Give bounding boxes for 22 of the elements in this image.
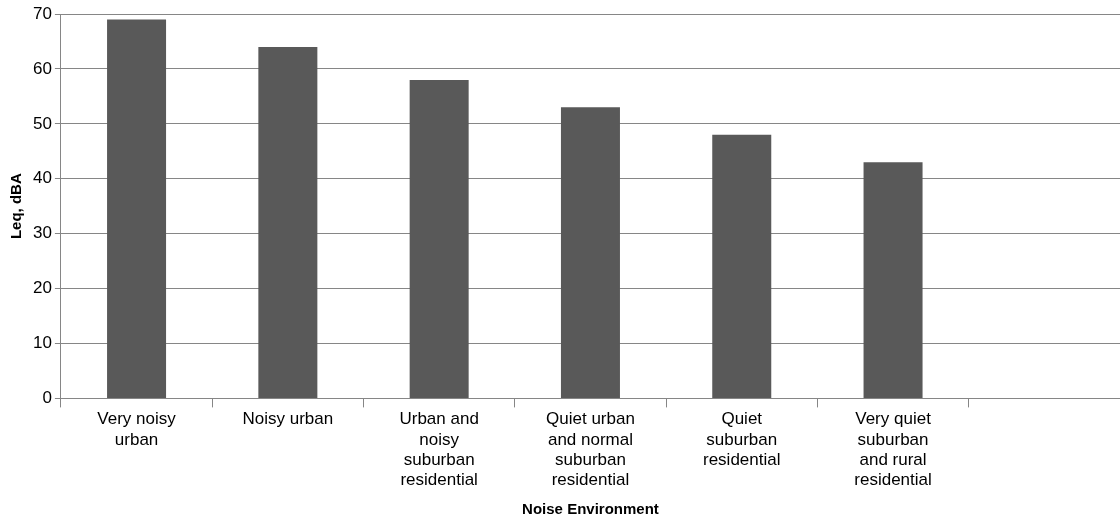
x-tick-label: Very quiet suburban and rural residential bbox=[854, 409, 932, 490]
y-axis-title: Leq, dBA bbox=[7, 173, 25, 240]
x-tick-label: Quiet urban and normal suburban residential bbox=[546, 409, 635, 490]
y-tick-label: 0 bbox=[42, 388, 52, 408]
y-tick-label: 50 bbox=[32, 113, 52, 133]
x-tick-label: Quiet suburban residential bbox=[703, 409, 781, 470]
bar bbox=[560, 107, 620, 398]
y-tick-label: 60 bbox=[32, 58, 52, 78]
bar bbox=[107, 19, 167, 398]
y-tick-label: 10 bbox=[32, 333, 52, 353]
x-tick-label: Noisy urban bbox=[242, 409, 334, 429]
y-tick-label: 30 bbox=[32, 223, 52, 243]
y-tick-label: 40 bbox=[32, 168, 52, 188]
bar bbox=[712, 134, 772, 398]
y-tick-label: 20 bbox=[32, 278, 52, 298]
bar bbox=[258, 46, 318, 398]
bar bbox=[863, 162, 923, 398]
x-tick-label: Urban and noisy suburban residential bbox=[399, 409, 479, 490]
x-tick-label: Very noisy urban bbox=[97, 409, 177, 449]
bar bbox=[409, 79, 469, 398]
x-axis-title: Noise Environment bbox=[522, 500, 659, 518]
y-tick-label: 70 bbox=[32, 3, 52, 23]
